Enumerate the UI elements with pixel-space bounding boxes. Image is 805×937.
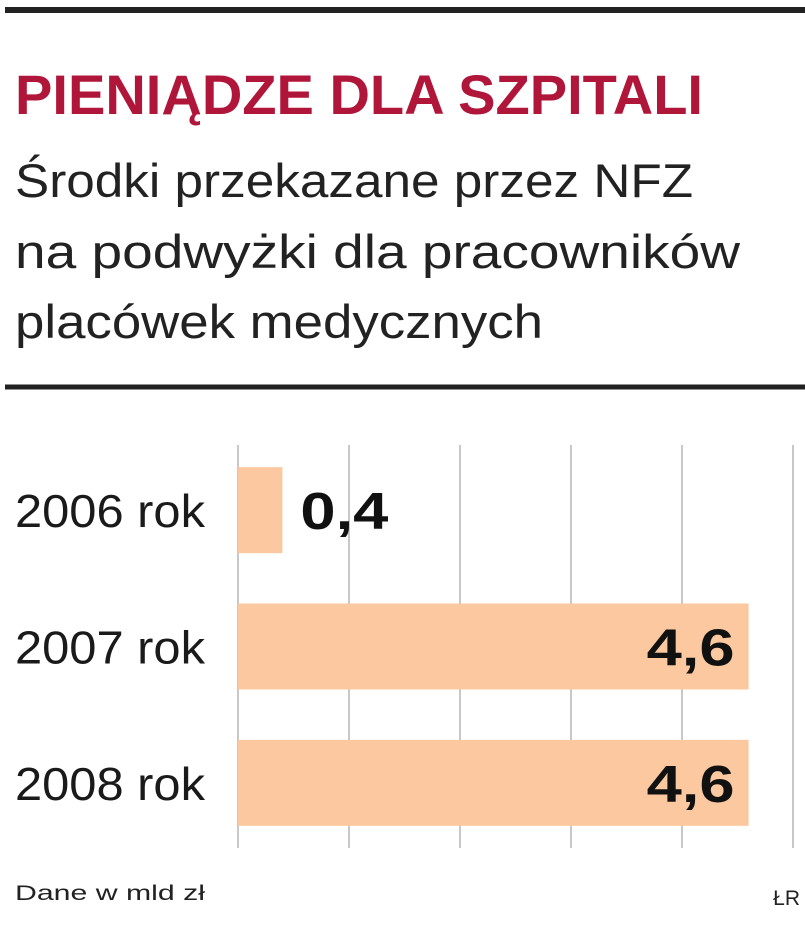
- subtitle-line: na podwyżki dla pracowników: [15, 225, 741, 278]
- plot-area: 2006 rok 0,4 2007 rok 4,6 2008 rok 4,6: [15, 445, 794, 848]
- data-label: 0,4: [300, 483, 388, 541]
- y-tick-label: 2008 rok: [15, 758, 206, 810]
- source: ŁR: [773, 887, 800, 910]
- chart-title: PIENIĄDZE DLA SZPITALI: [15, 63, 703, 126]
- bar: [238, 739, 749, 826]
- subtitle-line: Środki przekazane przez NFZ: [15, 154, 693, 207]
- note: Dane w mld zł: [15, 882, 205, 905]
- bar: [238, 603, 749, 690]
- y-tick-label: 2007 rok: [15, 622, 206, 674]
- data-label: 4,6: [647, 756, 735, 814]
- subtitle-line: placówek medycznych: [15, 295, 543, 348]
- y-tick-label: 2006 rok: [15, 485, 206, 537]
- data-label: 4,6: [647, 620, 735, 678]
- bar: [238, 467, 283, 554]
